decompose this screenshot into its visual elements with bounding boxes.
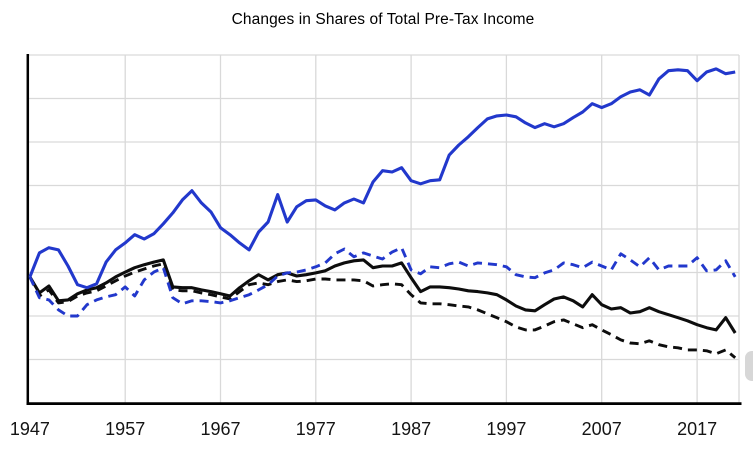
x-tick-label: 1987 bbox=[391, 419, 431, 439]
x-tick-label: 2017 bbox=[677, 419, 717, 439]
x-tick-label: 1947 bbox=[10, 419, 50, 439]
x-tick-label: 1957 bbox=[105, 419, 145, 439]
x-tick-label: 2007 bbox=[582, 419, 622, 439]
series-blue-dashed bbox=[28, 246, 737, 318]
series-black-solid bbox=[28, 258, 737, 334]
x-tick-label: 1977 bbox=[296, 419, 336, 439]
series-blue-solid bbox=[28, 67, 736, 290]
x-tick-label: 1967 bbox=[200, 419, 240, 439]
scrollbar-thumb-fragment[interactable] bbox=[745, 351, 753, 381]
series-black-dashed bbox=[28, 262, 737, 359]
x-tick-label: 1997 bbox=[486, 419, 526, 439]
chart-title: Changes in Shares of Total Pre-Tax Incom… bbox=[231, 11, 535, 28]
